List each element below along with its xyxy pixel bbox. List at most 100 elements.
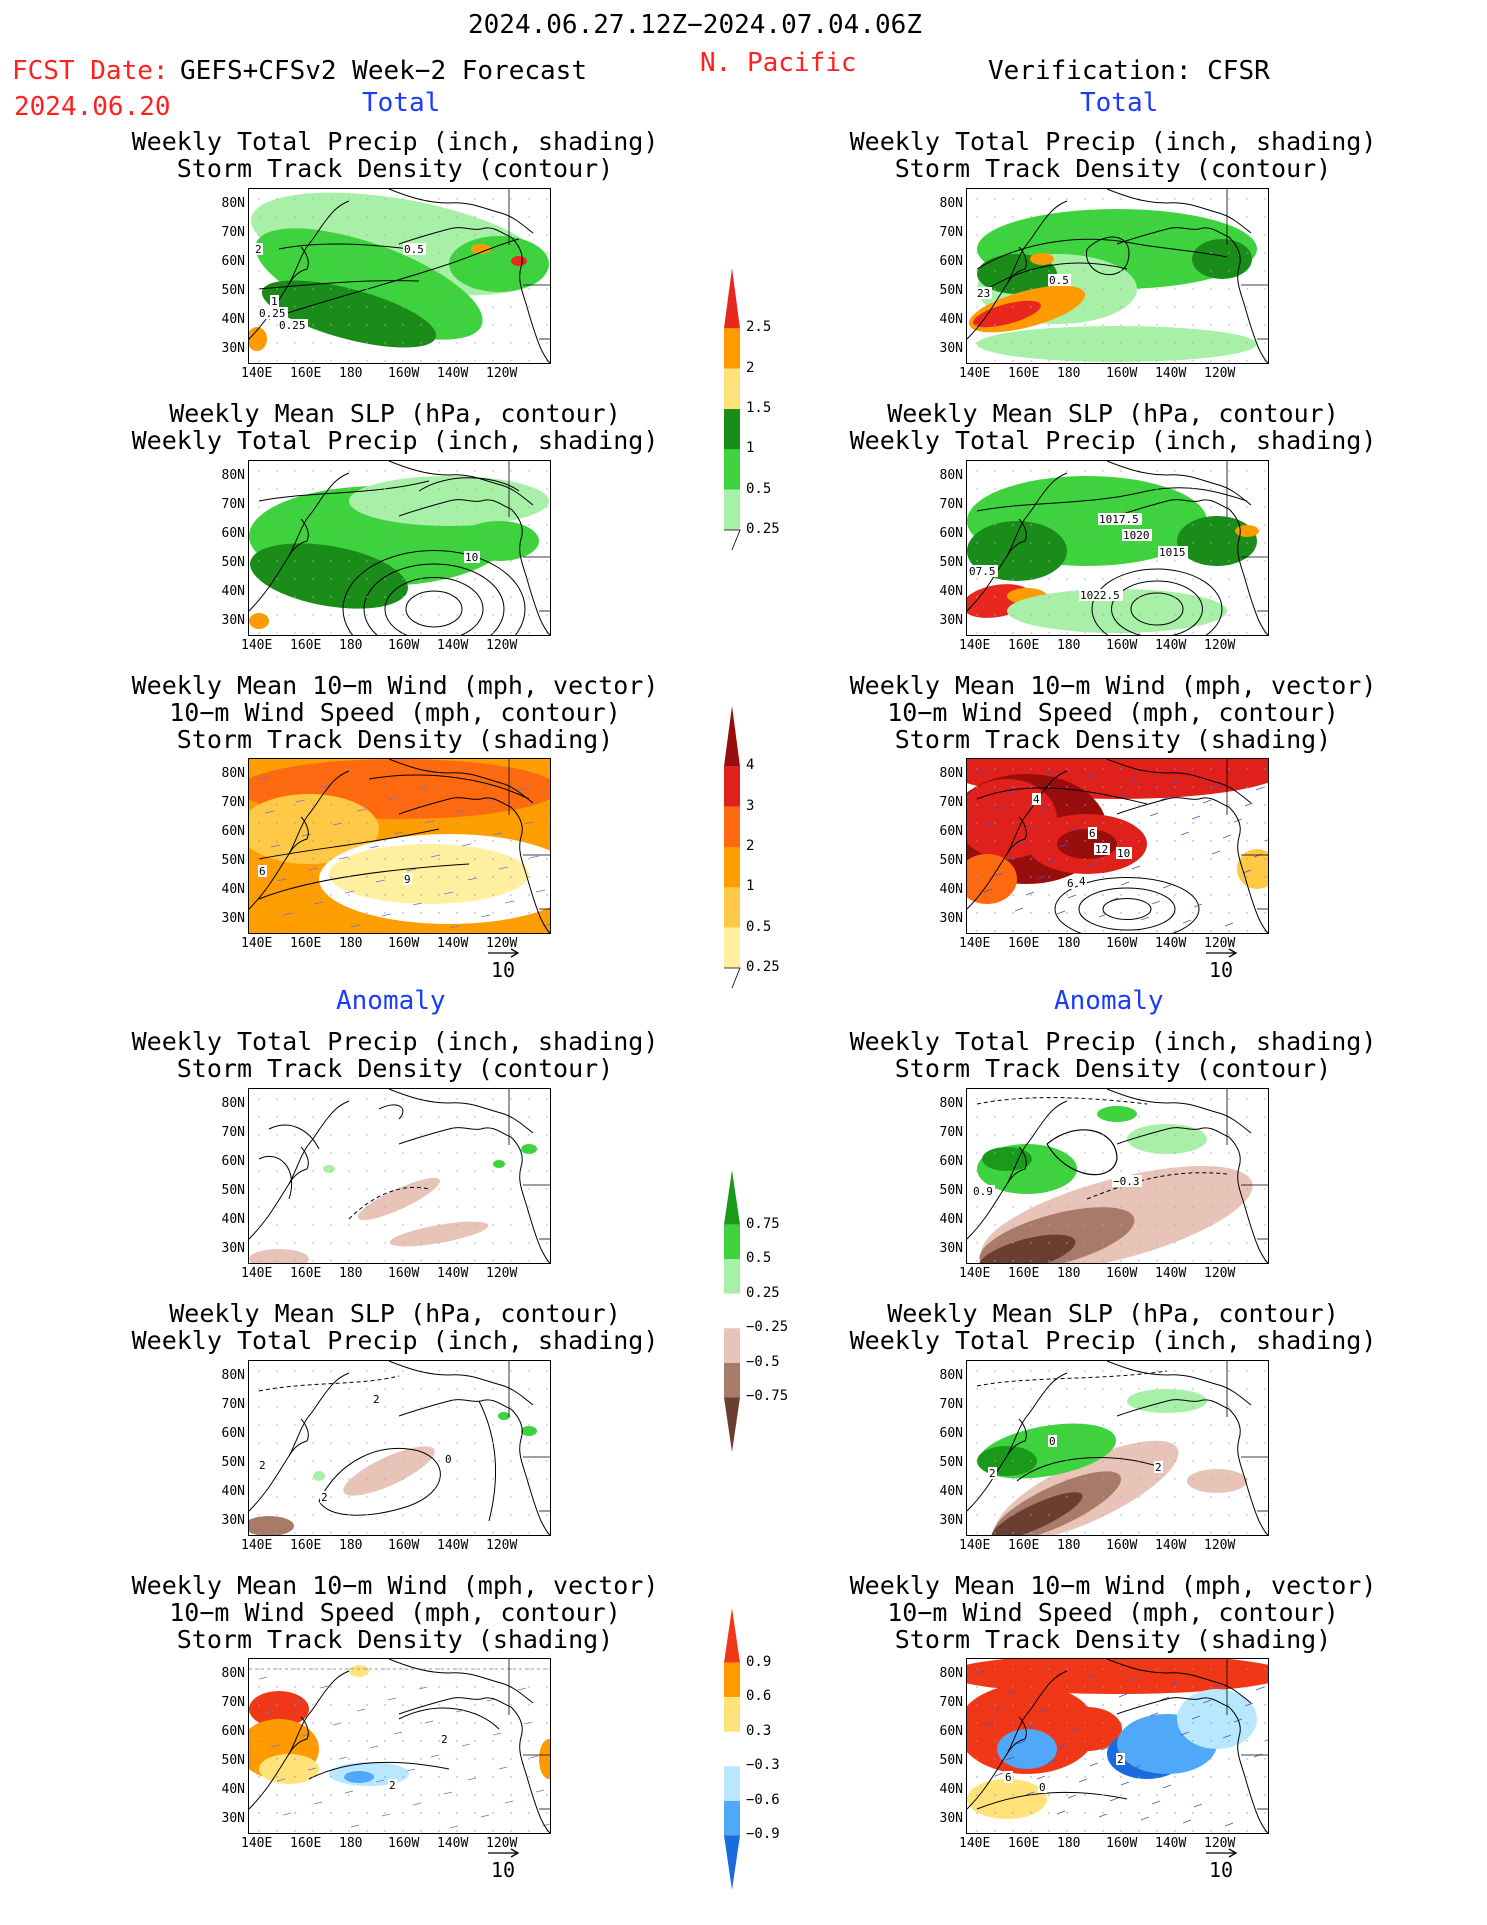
- wind-vector: [523, 1721, 533, 1725]
- coastline-alaska: [1106, 189, 1252, 234]
- wind-vector: [1078, 1778, 1088, 1783]
- lat-tick-label: 70N: [221, 225, 245, 240]
- wind-vector: [455, 1709, 465, 1713]
- wind-vector: [1182, 919, 1192, 924]
- coastline-na-west: [510, 1706, 550, 1833]
- precip-anom-neg2: [249, 1516, 294, 1535]
- lat-tick-label: 70N: [939, 1397, 963, 1412]
- lon-tick-label: 160E: [290, 1266, 322, 1281]
- map-panel-verification-anom-wind: 6 0 2: [966, 1658, 1269, 1834]
- lat-tick-label: 50N: [939, 1455, 963, 1470]
- panel-title-line: Weekly Total Precip (inch, shading): [849, 1326, 1377, 1355]
- panel-title-line: Storm Track Density (contour): [894, 154, 1332, 183]
- lat-tick-label: 40N: [221, 584, 245, 599]
- wind-vector: [1242, 869, 1252, 874]
- wind-vector: [1140, 1816, 1150, 1821]
- precip-anom-neg3: [978, 1234, 1076, 1263]
- contour-label: 2: [1155, 1461, 1162, 1474]
- colorbar-label: −0.75: [746, 1388, 789, 1405]
- wind-vector: [449, 1825, 459, 1829]
- lat-tick-label: 50N: [221, 853, 245, 868]
- colorbar-swatch: [724, 1362, 740, 1398]
- colorbar-label: 0.25: [746, 959, 780, 975]
- colorbar-anom-precip: 0.75 0.5 0.25 −0.25 −0.5 −0.75: [722, 1170, 802, 1452]
- contour-label-bg: [258, 307, 288, 319]
- colorbar-label: 1: [746, 878, 755, 895]
- precip-anom-neg: [1187, 1469, 1247, 1493]
- contour-label: 1020: [1123, 529, 1150, 542]
- wind-vector: [976, 1670, 986, 1675]
- lat-tick-label: 70N: [939, 225, 963, 240]
- colorbar-swatch: [724, 1293, 740, 1329]
- coastline-alaska: [388, 759, 534, 804]
- lat-tick-label: 50N: [939, 555, 963, 570]
- lat-tick-label: 80N: [939, 468, 963, 483]
- coastline-na-west: [510, 508, 550, 635]
- contour-label: 2: [989, 1467, 996, 1480]
- coastline-asia: [249, 1670, 350, 1810]
- contour-label-bg: [258, 1459, 267, 1471]
- wind-vector: [295, 799, 306, 803]
- precip-shade-dark: [1177, 516, 1257, 566]
- wind-vector: [996, 805, 1006, 810]
- panel-title-verification-total-slp: Weekly Mean SLP (hPa, contour) Weekly Tot…: [763, 400, 1463, 454]
- lon-tick-label: 160E: [1008, 936, 1040, 951]
- contour-label: 6: [1067, 877, 1074, 890]
- wind-vector: [541, 923, 550, 927]
- lon-tick-label: 120W: [486, 638, 518, 653]
- contour-label: 2: [441, 1733, 448, 1746]
- wind-vector: [529, 1755, 539, 1759]
- coastline-alaska: [388, 1361, 534, 1406]
- coastline-kamchatka: [288, 816, 309, 855]
- coastline-kamchatka: [288, 1716, 309, 1755]
- storm-anom-09: [1052, 1707, 1122, 1751]
- wind-vector: [430, 854, 441, 858]
- lon-tick-label: 140E: [241, 936, 273, 951]
- colorbar-label: −0.3: [746, 1757, 780, 1774]
- wind-vector: [976, 770, 986, 775]
- panel-title-line: Storm Track Density (shading): [894, 1625, 1332, 1654]
- wind-vector: [338, 856, 349, 860]
- contour-label: 2: [373, 1393, 380, 1406]
- lat-tick-label: 30N: [939, 1241, 963, 1256]
- coastline-asia: [967, 1100, 1068, 1240]
- wind-vector: [994, 1772, 1004, 1777]
- contour-line: [1111, 580, 1204, 635]
- colorbar-label: 0.3: [746, 1722, 772, 1739]
- lat-tick-label: 70N: [221, 795, 245, 810]
- colorbar-label: 4: [746, 757, 755, 774]
- wind-vector: [1224, 922, 1234, 927]
- wind-vector: [418, 786, 429, 790]
- wind-vector: [276, 878, 287, 882]
- wind-vector: [1253, 853, 1263, 858]
- map-panel-forecast-anom-slp: 2 2 0 2: [248, 1360, 551, 1536]
- storm-anom-09: [249, 1691, 309, 1727]
- wind-vector: [504, 1800, 514, 1804]
- wind-vector: [1016, 1740, 1026, 1745]
- wind-vector: [412, 1802, 422, 1806]
- coastline-alaska: [1106, 1361, 1252, 1406]
- colorbar-swatch: [724, 887, 740, 928]
- lat-tick-label: 70N: [221, 1125, 245, 1140]
- lat-tick-label: 50N: [221, 1753, 245, 1768]
- lat-tick-label: 50N: [221, 283, 245, 298]
- wind-vector: [443, 891, 454, 895]
- wind-vector: [1087, 1674, 1097, 1679]
- panel-title-line: 10−m Wind Speed (mph, contour): [887, 1598, 1339, 1627]
- precip-anom-pos: [1097, 1106, 1137, 1122]
- contour-label-bg: [1154, 1461, 1163, 1473]
- lat-tick-label: 40N: [939, 1782, 963, 1797]
- lon-tick-label: 160E: [290, 638, 322, 653]
- lat-tick-label: 70N: [939, 1125, 963, 1140]
- precip-shade-dark: [261, 280, 437, 348]
- vector-reference-label: 10: [491, 1858, 516, 1882]
- contour-label-bg: [388, 1779, 397, 1791]
- coastline-aleutian: [1116, 1697, 1230, 1715]
- contour-label-bg: [1078, 875, 1087, 887]
- lon-tick-label: 120W: [1204, 1836, 1236, 1851]
- precip-anom-pos: [493, 1160, 505, 1168]
- precip-anom-neg: [389, 1221, 489, 1247]
- colorbar-label: 0.75: [746, 1215, 780, 1232]
- contour-label-bg: [972, 1185, 995, 1197]
